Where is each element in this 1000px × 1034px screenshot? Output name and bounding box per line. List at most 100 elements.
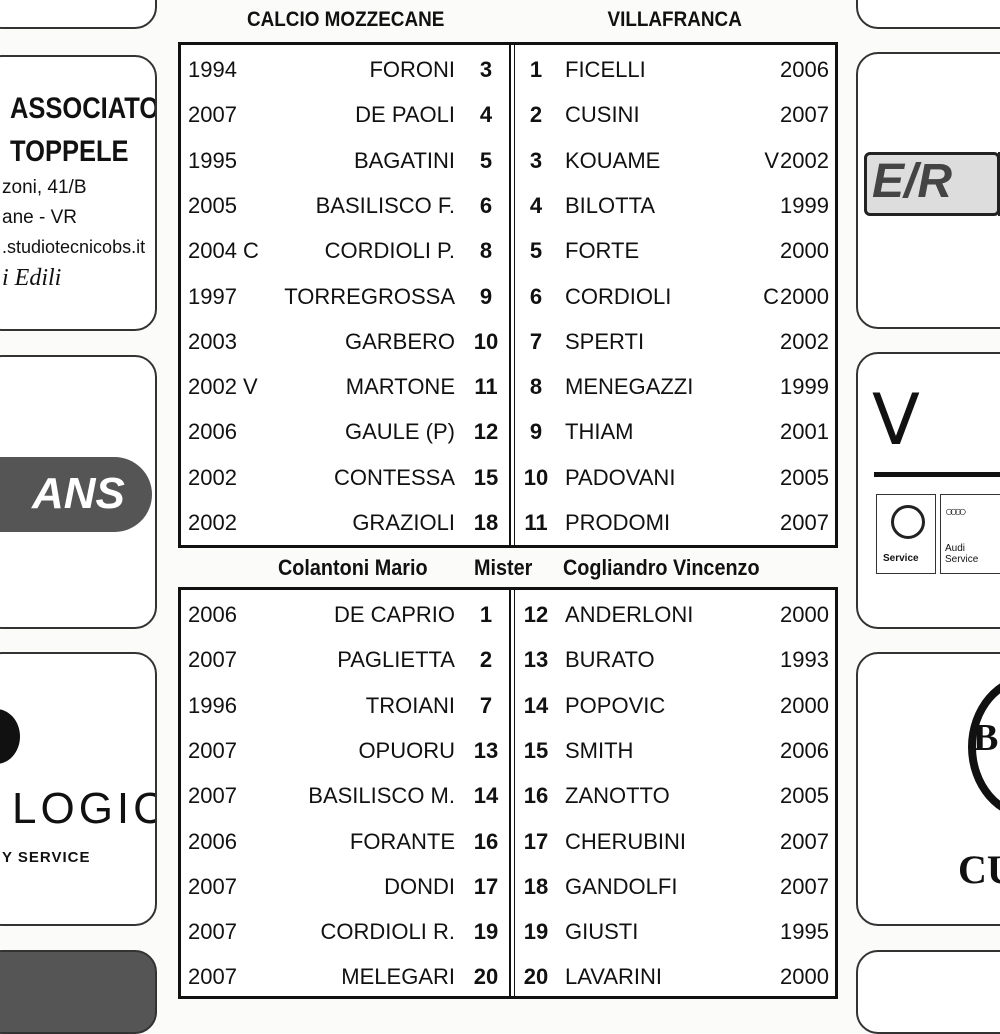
home-player-name: BASILISCO M. bbox=[308, 783, 455, 809]
home-player-name: BASILISCO F. bbox=[315, 192, 455, 218]
away-player-name: CORDIOLI bbox=[565, 283, 672, 309]
home-player-name: GAULE (P) bbox=[344, 419, 455, 445]
away-player-name: CHERUBINI bbox=[565, 828, 687, 854]
away-player-year: 2000 bbox=[780, 602, 829, 627]
home-player-year: 2007 bbox=[188, 873, 237, 899]
away-player-number: 13 bbox=[523, 647, 549, 673]
away-player-name: BILOTTA bbox=[565, 192, 656, 218]
player-row: 2006 GAULE (P) 12 9 THIAM 2001 bbox=[181, 409, 835, 454]
ad-studio-associato: ASSOCIATO TOPPELE zoni, 41/B ane - VR .s… bbox=[0, 55, 157, 331]
player-row: 2006 DE CAPRIO 1 12 ANDERLONI 2000 bbox=[181, 592, 835, 637]
away-player-name: LAVARINI bbox=[565, 964, 662, 990]
away-player-name: KOUAME bbox=[565, 147, 661, 173]
ad-divider bbox=[874, 472, 1000, 477]
away-player-year: 2000 bbox=[780, 283, 829, 309]
home-player-name: TROIANI bbox=[365, 692, 455, 718]
away-player-year: 2007 bbox=[780, 828, 829, 854]
away-player-year: 2000 bbox=[780, 964, 829, 990]
home-player-number: 15 bbox=[473, 464, 499, 490]
away-player-year: 2007 bbox=[780, 873, 829, 899]
ad-bottom-right bbox=[856, 950, 1000, 1034]
home-player-year: 1994 bbox=[188, 57, 237, 82]
away-player-number: 3 bbox=[529, 147, 543, 173]
player-row: 2006 FORANTE 16 17 CHERUBINI 2007 bbox=[181, 819, 835, 864]
away-player-year: 2001 bbox=[780, 419, 829, 445]
away-player-number: 15 bbox=[523, 737, 549, 763]
away-player-year: 2000 bbox=[780, 238, 829, 264]
away-player-number: 12 bbox=[523, 602, 549, 627]
ad-logic-mark bbox=[0, 709, 20, 764]
ad-logic: LOGIC Y SERVICE bbox=[0, 652, 157, 926]
home-player-number: 10 bbox=[473, 328, 499, 354]
away-player-name: PRODOMI bbox=[565, 510, 671, 535]
away-player-year: 1993 bbox=[780, 647, 829, 673]
ad-er-block bbox=[998, 152, 1000, 216]
away-player-number: 14 bbox=[523, 692, 549, 718]
away-player-name: CUSINI bbox=[565, 102, 640, 128]
audi-rings-icon: ○○○○ bbox=[945, 503, 967, 519]
ad-studio-addr1: zoni, 41/B bbox=[2, 177, 87, 198]
player-row: 2007 OPUORU 13 15 SMITH 2006 bbox=[181, 728, 835, 773]
home-player-year: 2002 bbox=[188, 510, 237, 535]
away-player-name: GANDOLFI bbox=[565, 873, 678, 899]
home-player-number: 9 bbox=[479, 283, 493, 309]
ad-top-right bbox=[856, 0, 1000, 29]
home-player-number: 11 bbox=[474, 374, 498, 400]
player-row: 2002 V MARTONE 11 8 MENEGAZZI 1999 bbox=[181, 364, 835, 409]
away-player-number: 11 bbox=[524, 510, 548, 535]
home-player-number: 1 bbox=[479, 602, 493, 627]
ad-studio-addr2: ane - VR bbox=[2, 207, 77, 228]
home-player-number: 12 bbox=[473, 419, 499, 445]
home-player-year: 2005 bbox=[188, 192, 237, 218]
ad-ans: ANS bbox=[0, 355, 157, 629]
column-divider bbox=[509, 45, 515, 545]
bench-table: 2006 DE CAPRIO 1 12 ANDERLONI 2000 2007 PAGLIET… bbox=[178, 587, 838, 999]
away-player-number: 18 bbox=[523, 873, 549, 899]
home-player-number: 3 bbox=[479, 57, 493, 82]
away-player-number: 1 bbox=[529, 57, 543, 82]
home-player-year: 2002 bbox=[188, 464, 237, 490]
ad-studio-line2: TOPPELE bbox=[10, 135, 129, 168]
home-player-year: 2007 bbox=[188, 964, 237, 990]
home-player-number: 13 bbox=[473, 737, 499, 763]
ad-vw-service: Service bbox=[883, 553, 919, 564]
home-team-name: CALCIO MOZZECANE bbox=[246, 8, 445, 31]
player-row: 1995 BAGATINI 5 3 KOUAME 2002 V bbox=[181, 138, 835, 183]
home-player-role: C bbox=[243, 238, 259, 264]
home-player-year: 2006 bbox=[188, 419, 237, 445]
away-player-number: 6 bbox=[529, 283, 543, 309]
ad-er: E/R bbox=[856, 52, 1000, 329]
home-player-name: OPUORU bbox=[358, 737, 455, 763]
ad-studio-line1: ASSOCIATO bbox=[10, 92, 157, 125]
away-player-number: 8 bbox=[529, 374, 543, 400]
ad-bottom-left bbox=[0, 950, 157, 1034]
away-player-year: 2002 bbox=[780, 147, 829, 173]
home-player-name: GARBERO bbox=[344, 328, 455, 354]
ad-top-left bbox=[0, 0, 157, 29]
player-row: 2002 CONTESSA 15 10 PADOVANI 2005 bbox=[181, 455, 835, 500]
player-row: 2002 GRAZIOLI 18 11 PRODOMI 2007 bbox=[181, 500, 835, 545]
home-player-year: 2003 bbox=[188, 328, 237, 354]
vw-icon bbox=[891, 505, 925, 539]
away-player-name: PADOVANI bbox=[565, 464, 676, 490]
ad-ans-logo: ANS bbox=[32, 469, 125, 518]
home-player-number: 18 bbox=[473, 510, 499, 535]
player-row: 2007 DE PAOLI 4 2 CUSINI 2007 bbox=[181, 92, 835, 137]
away-player-name: FORTE bbox=[565, 238, 640, 264]
away-player-number: 19 bbox=[523, 919, 549, 945]
away-player-year: 2000 bbox=[780, 692, 829, 718]
ad-ans-badge bbox=[0, 457, 152, 532]
player-row: 2007 MELEGARI 20 20 LAVARINI 2000 bbox=[181, 954, 835, 999]
home-player-year: 2007 bbox=[188, 783, 237, 809]
player-row: 1996 TROIANI 7 14 POPOVIC 2000 bbox=[181, 683, 835, 728]
ad-studio-web: .studiotecnicobs.it bbox=[2, 237, 146, 257]
away-player-year: 2007 bbox=[780, 102, 829, 128]
home-player-number: 8 bbox=[479, 238, 493, 264]
away-player-number: 16 bbox=[523, 783, 549, 809]
away-player-name: ZANOTTO bbox=[565, 783, 670, 809]
player-row: 2003 GARBERO 10 7 SPERTI 2002 bbox=[181, 319, 835, 364]
away-player-number: 9 bbox=[529, 419, 543, 445]
home-player-year: 2006 bbox=[188, 828, 237, 854]
home-player-year: 2004 bbox=[188, 238, 237, 264]
player-row: 1997 TORREGROSSA 9 6 CORDIOLI 2000 C bbox=[181, 274, 835, 319]
